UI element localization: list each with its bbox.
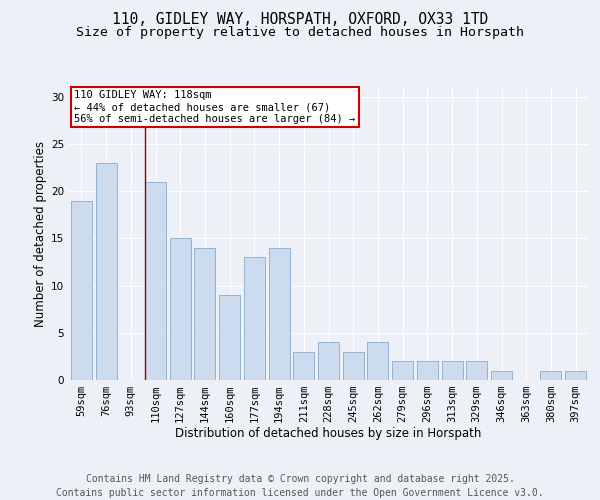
- Text: Contains HM Land Registry data © Crown copyright and database right 2025.
Contai: Contains HM Land Registry data © Crown c…: [56, 474, 544, 498]
- Bar: [466, 361, 487, 380]
- X-axis label: Distribution of detached houses by size in Horspath: Distribution of detached houses by size …: [175, 426, 482, 440]
- Y-axis label: Number of detached properties: Number of detached properties: [34, 141, 47, 327]
- Bar: [367, 342, 388, 380]
- Text: Size of property relative to detached houses in Horspath: Size of property relative to detached ho…: [76, 26, 524, 39]
- Bar: [491, 370, 512, 380]
- Bar: [293, 352, 314, 380]
- Bar: [269, 248, 290, 380]
- Bar: [71, 200, 92, 380]
- Bar: [170, 238, 191, 380]
- Bar: [392, 361, 413, 380]
- Bar: [219, 295, 240, 380]
- Bar: [343, 352, 364, 380]
- Bar: [541, 370, 562, 380]
- Bar: [417, 361, 438, 380]
- Bar: [244, 258, 265, 380]
- Bar: [95, 163, 116, 380]
- Bar: [145, 182, 166, 380]
- Text: 110 GIDLEY WAY: 118sqm
← 44% of detached houses are smaller (67)
56% of semi-det: 110 GIDLEY WAY: 118sqm ← 44% of detached…: [74, 90, 355, 124]
- Bar: [442, 361, 463, 380]
- Bar: [565, 370, 586, 380]
- Bar: [318, 342, 339, 380]
- Bar: [194, 248, 215, 380]
- Text: 110, GIDLEY WAY, HORSPATH, OXFORD, OX33 1TD: 110, GIDLEY WAY, HORSPATH, OXFORD, OX33 …: [112, 12, 488, 28]
